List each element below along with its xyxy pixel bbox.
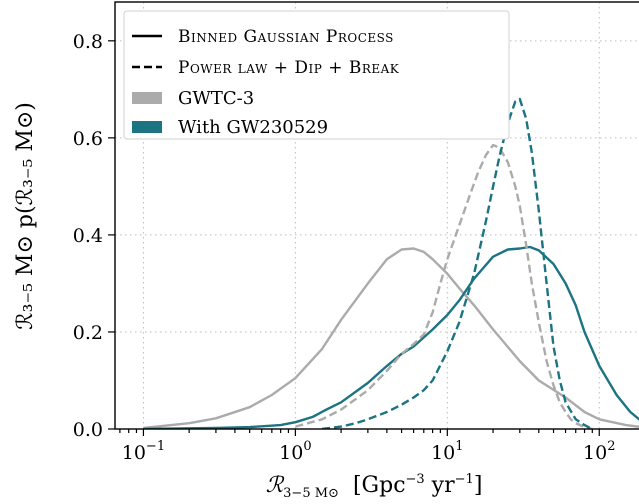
legend-label: GWTC-3	[178, 88, 254, 109]
y-tick-label: 0.6	[73, 128, 103, 150]
y-axis-title: ℛ₃₋₅ M⊙ p(ℛ₃₋₅ M⊙)	[13, 102, 38, 330]
x-tick-label: 100	[279, 439, 311, 464]
powerlaw-gw230529-line	[321, 97, 593, 429]
plot-frame	[114, 1, 639, 430]
legend-label: With GW230529	[178, 117, 328, 138]
x-tick-label: 10−1	[122, 439, 165, 464]
series-group	[143, 97, 639, 429]
gp-gwtc3-line	[143, 247, 639, 429]
x-tick-label: 101	[431, 439, 463, 464]
legend-swatch	[132, 92, 162, 104]
powerlaw-gwtc3-line	[295, 143, 593, 429]
legend-swatch	[132, 121, 162, 133]
y-tick-label: 0.4	[73, 225, 103, 247]
y-tick-label: 0.8	[73, 31, 103, 53]
legend-label: Power law + Dip + Break	[178, 58, 400, 78]
legend-box	[123, 10, 510, 140]
legend: Binned Gaussian Process Power law + Dip +…	[123, 10, 510, 140]
y-tick-label: 0.2	[73, 322, 103, 344]
x-tick-label: 102	[583, 439, 615, 464]
gp-gw230529-line	[143, 245, 639, 429]
x-axis-title: ℛ3−5 M⊙ [Gpc−3 yr−1]	[266, 472, 483, 501]
y-tick-label: 0.0	[73, 419, 103, 441]
legend-label: Binned Gaussian Process	[178, 27, 394, 47]
axis-ticks: 10−1 100 101 102 0.0 0.2 0.4 0.6 0.8	[73, 31, 616, 464]
